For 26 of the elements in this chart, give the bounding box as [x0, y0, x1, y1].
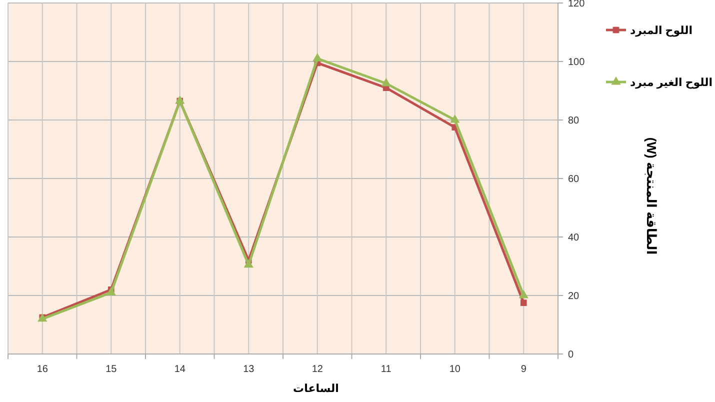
x-tick-label: 15 [106, 364, 118, 375]
point [520, 300, 527, 306]
x-tick-label: 16 [36, 364, 48, 375]
point [175, 95, 185, 104]
legend-label: اللوح المبرد [630, 25, 693, 37]
y-tick-label: 20 [568, 291, 580, 302]
point [106, 287, 116, 296]
x-tick-label: 9 [520, 364, 527, 375]
legend-label: اللوح الغير مبرد [630, 77, 713, 89]
x-tick-label: 12 [312, 364, 324, 375]
y-axis-title: الطاقة المنتجة (W) [644, 137, 659, 255]
x-tick-label: 13 [243, 364, 255, 375]
y-tick-label: 60 [568, 174, 580, 185]
y-tick-label: 80 [568, 116, 580, 126]
point [312, 53, 322, 62]
point [381, 78, 391, 86]
point [518, 290, 528, 298]
y-tick-label: 0 [568, 350, 574, 360]
point [450, 114, 460, 123]
y-tick-label: 100 [568, 57, 586, 68]
point [244, 259, 254, 268]
x-tick-label: 11 [380, 364, 392, 375]
x-tick-label: 14 [174, 364, 186, 375]
x-tick-label: 10 [449, 364, 461, 375]
y-tick-label: 40 [568, 232, 580, 244]
x-axis-title: الساعات [293, 383, 339, 395]
